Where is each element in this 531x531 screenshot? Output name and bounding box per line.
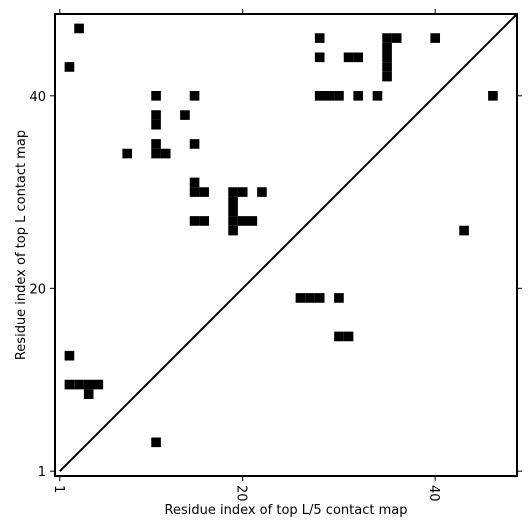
contact-cell [334, 91, 344, 101]
x-tick-label: 20 [234, 485, 249, 502]
contact-cell [382, 71, 392, 82]
contact-cell [83, 379, 94, 390]
contact-cell [314, 52, 325, 63]
x-tick-label: 40 [426, 485, 441, 502]
contact-cell [151, 91, 161, 101]
contact-cell [237, 216, 248, 226]
contact-cell [93, 379, 104, 390]
contact-cell [83, 389, 94, 400]
contact-cell [151, 119, 161, 130]
contact-cell [74, 23, 84, 34]
x-tick-label: 1 [51, 485, 66, 493]
contact-cell [228, 187, 238, 197]
contact-cell [459, 225, 469, 236]
contact-cell [189, 216, 200, 226]
contact-cell [382, 33, 392, 43]
contact-cell [382, 42, 392, 53]
contact-cell [343, 331, 354, 342]
contact-cell [334, 331, 344, 342]
contact-cell [295, 293, 306, 303]
contact-cell [228, 225, 238, 236]
x-axis-label: Residue index of top L/5 contact map [165, 503, 408, 518]
contact-cell [122, 148, 133, 159]
contact-cell [151, 139, 161, 149]
contact-cell [64, 379, 75, 390]
contact-cell [180, 110, 190, 120]
plot-frame [54, 13, 518, 477]
y-tick-label: 40 [29, 90, 46, 105]
contact-cell [382, 52, 392, 63]
contact-cell [488, 91, 498, 101]
contact-cell [189, 177, 200, 188]
y-tick-label: 1 [38, 465, 46, 480]
y-axis-label: Residue index of top L contact map [14, 130, 29, 360]
contact-cell [189, 187, 200, 197]
contact-cell [334, 293, 344, 303]
contact-cell [74, 379, 84, 390]
contact-cell [314, 91, 325, 101]
contact-cell [228, 216, 238, 226]
contact-cell [151, 148, 161, 159]
y-tick-label: 20 [29, 282, 46, 297]
contact-cell [199, 216, 210, 226]
contact-cell [189, 139, 200, 149]
contact-cell [372, 91, 383, 101]
contact-cell [228, 206, 238, 217]
contact-cell [151, 110, 161, 120]
contact-cell [189, 91, 200, 101]
contact-cell [257, 187, 267, 197]
contact-cell [382, 62, 392, 72]
contact-cell [199, 187, 210, 197]
contact-cell [237, 187, 248, 197]
contact-cell [151, 437, 161, 448]
diagonal-line [59, 13, 518, 472]
contact-cell [314, 293, 325, 303]
contact-cell [305, 293, 315, 303]
contact-cell [353, 52, 364, 63]
contact-cell [247, 216, 258, 226]
axis-ticks: 1 20 40 1 20 40 [29, 9, 522, 502]
contact-cell [430, 33, 441, 43]
contact-cell [64, 62, 75, 72]
contact-cell [391, 33, 402, 43]
contact-cell [314, 33, 325, 43]
contact-cells [64, 23, 498, 448]
contact-cell [343, 52, 354, 63]
contact-cell [160, 148, 171, 159]
contact-cell [228, 196, 238, 207]
contact-cell [353, 91, 364, 101]
contact-cell [64, 350, 75, 361]
contact-cell [324, 91, 335, 101]
